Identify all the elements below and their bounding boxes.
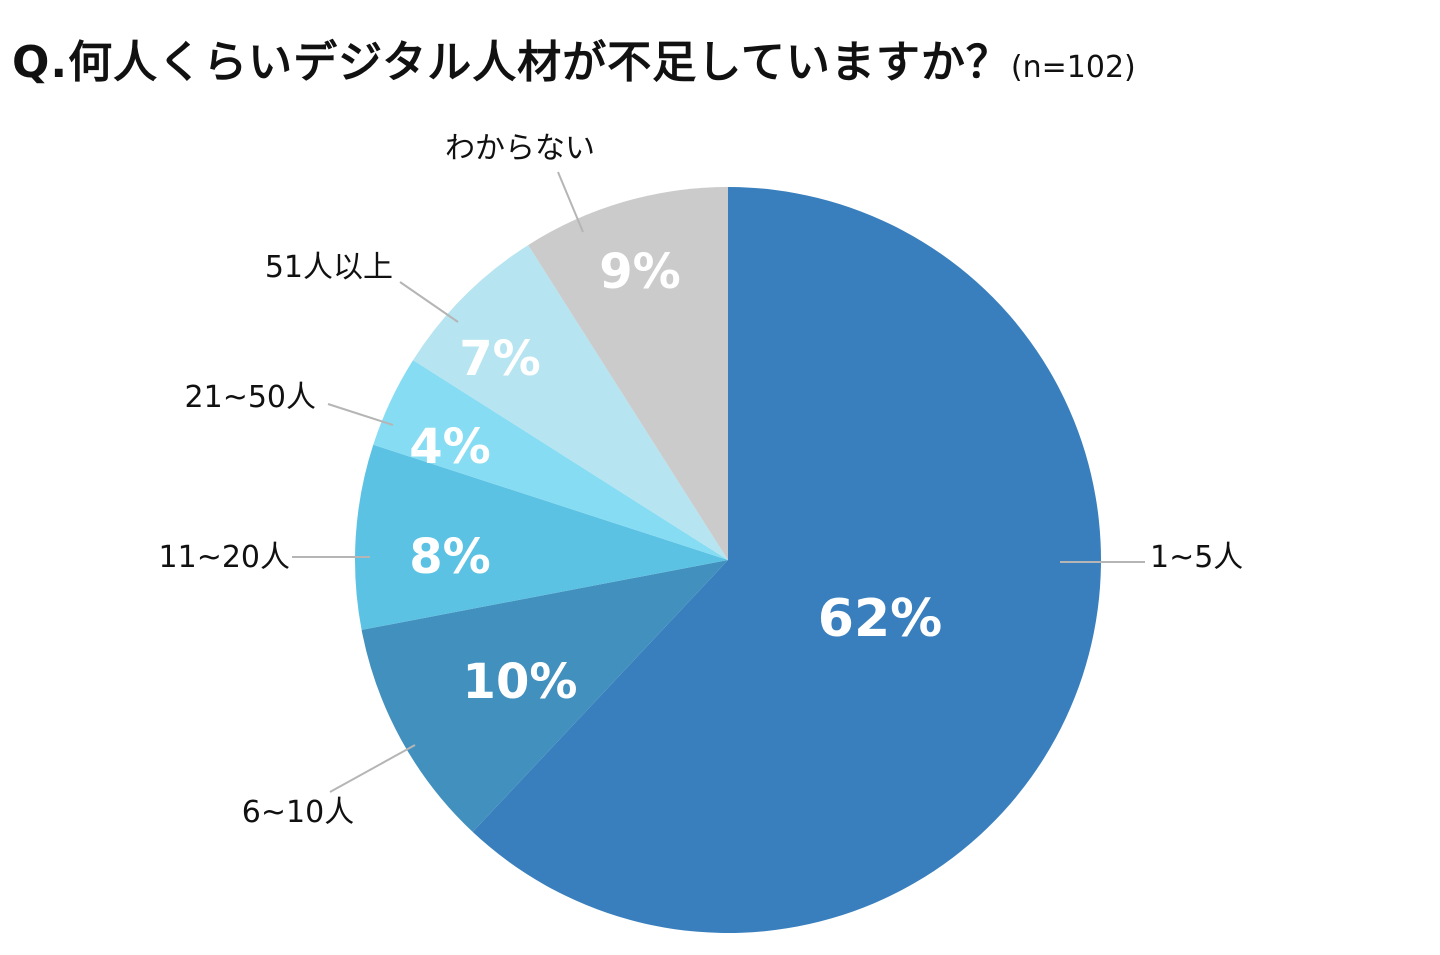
pie-slice-2 (355, 444, 728, 630)
slice-label-0: 1~5人 (1150, 540, 1243, 575)
sample-size: (n=102) (1010, 50, 1136, 85)
leader-line-1 (329, 744, 416, 793)
slice-value-label-3: 4% (409, 419, 491, 475)
leader-line-3 (327, 403, 394, 426)
pie-slice-4 (413, 245, 728, 561)
slice-value-label-5: 9% (599, 244, 681, 300)
pie-slice-1 (361, 560, 728, 832)
pie-slice-5 (528, 187, 728, 560)
leader-line-4 (399, 281, 459, 323)
chart-title: Q.何人くらいデジタル人材が不足していますか？(n=102) (12, 26, 1136, 90)
leader-line-5 (557, 171, 584, 233)
pie-slice-3 (373, 360, 728, 560)
slice-label-5: わからない (445, 131, 595, 166)
slice-value-label-0: 62% (818, 589, 942, 649)
slice-label-4: 51人以上 (265, 250, 393, 285)
slice-label-1: 6~10人 (242, 795, 354, 830)
slice-value-label-1: 10% (463, 654, 578, 710)
slice-label-3: 21~50人 (185, 380, 316, 415)
slice-value-label-2: 8% (409, 529, 491, 585)
slice-value-label-4: 7% (459, 331, 541, 387)
pie-slice-0 (472, 187, 1102, 933)
slice-label-2: 11~20人 (159, 540, 290, 575)
title-text: Q.何人くらいデジタル人材が不足していますか？ (12, 37, 1011, 88)
